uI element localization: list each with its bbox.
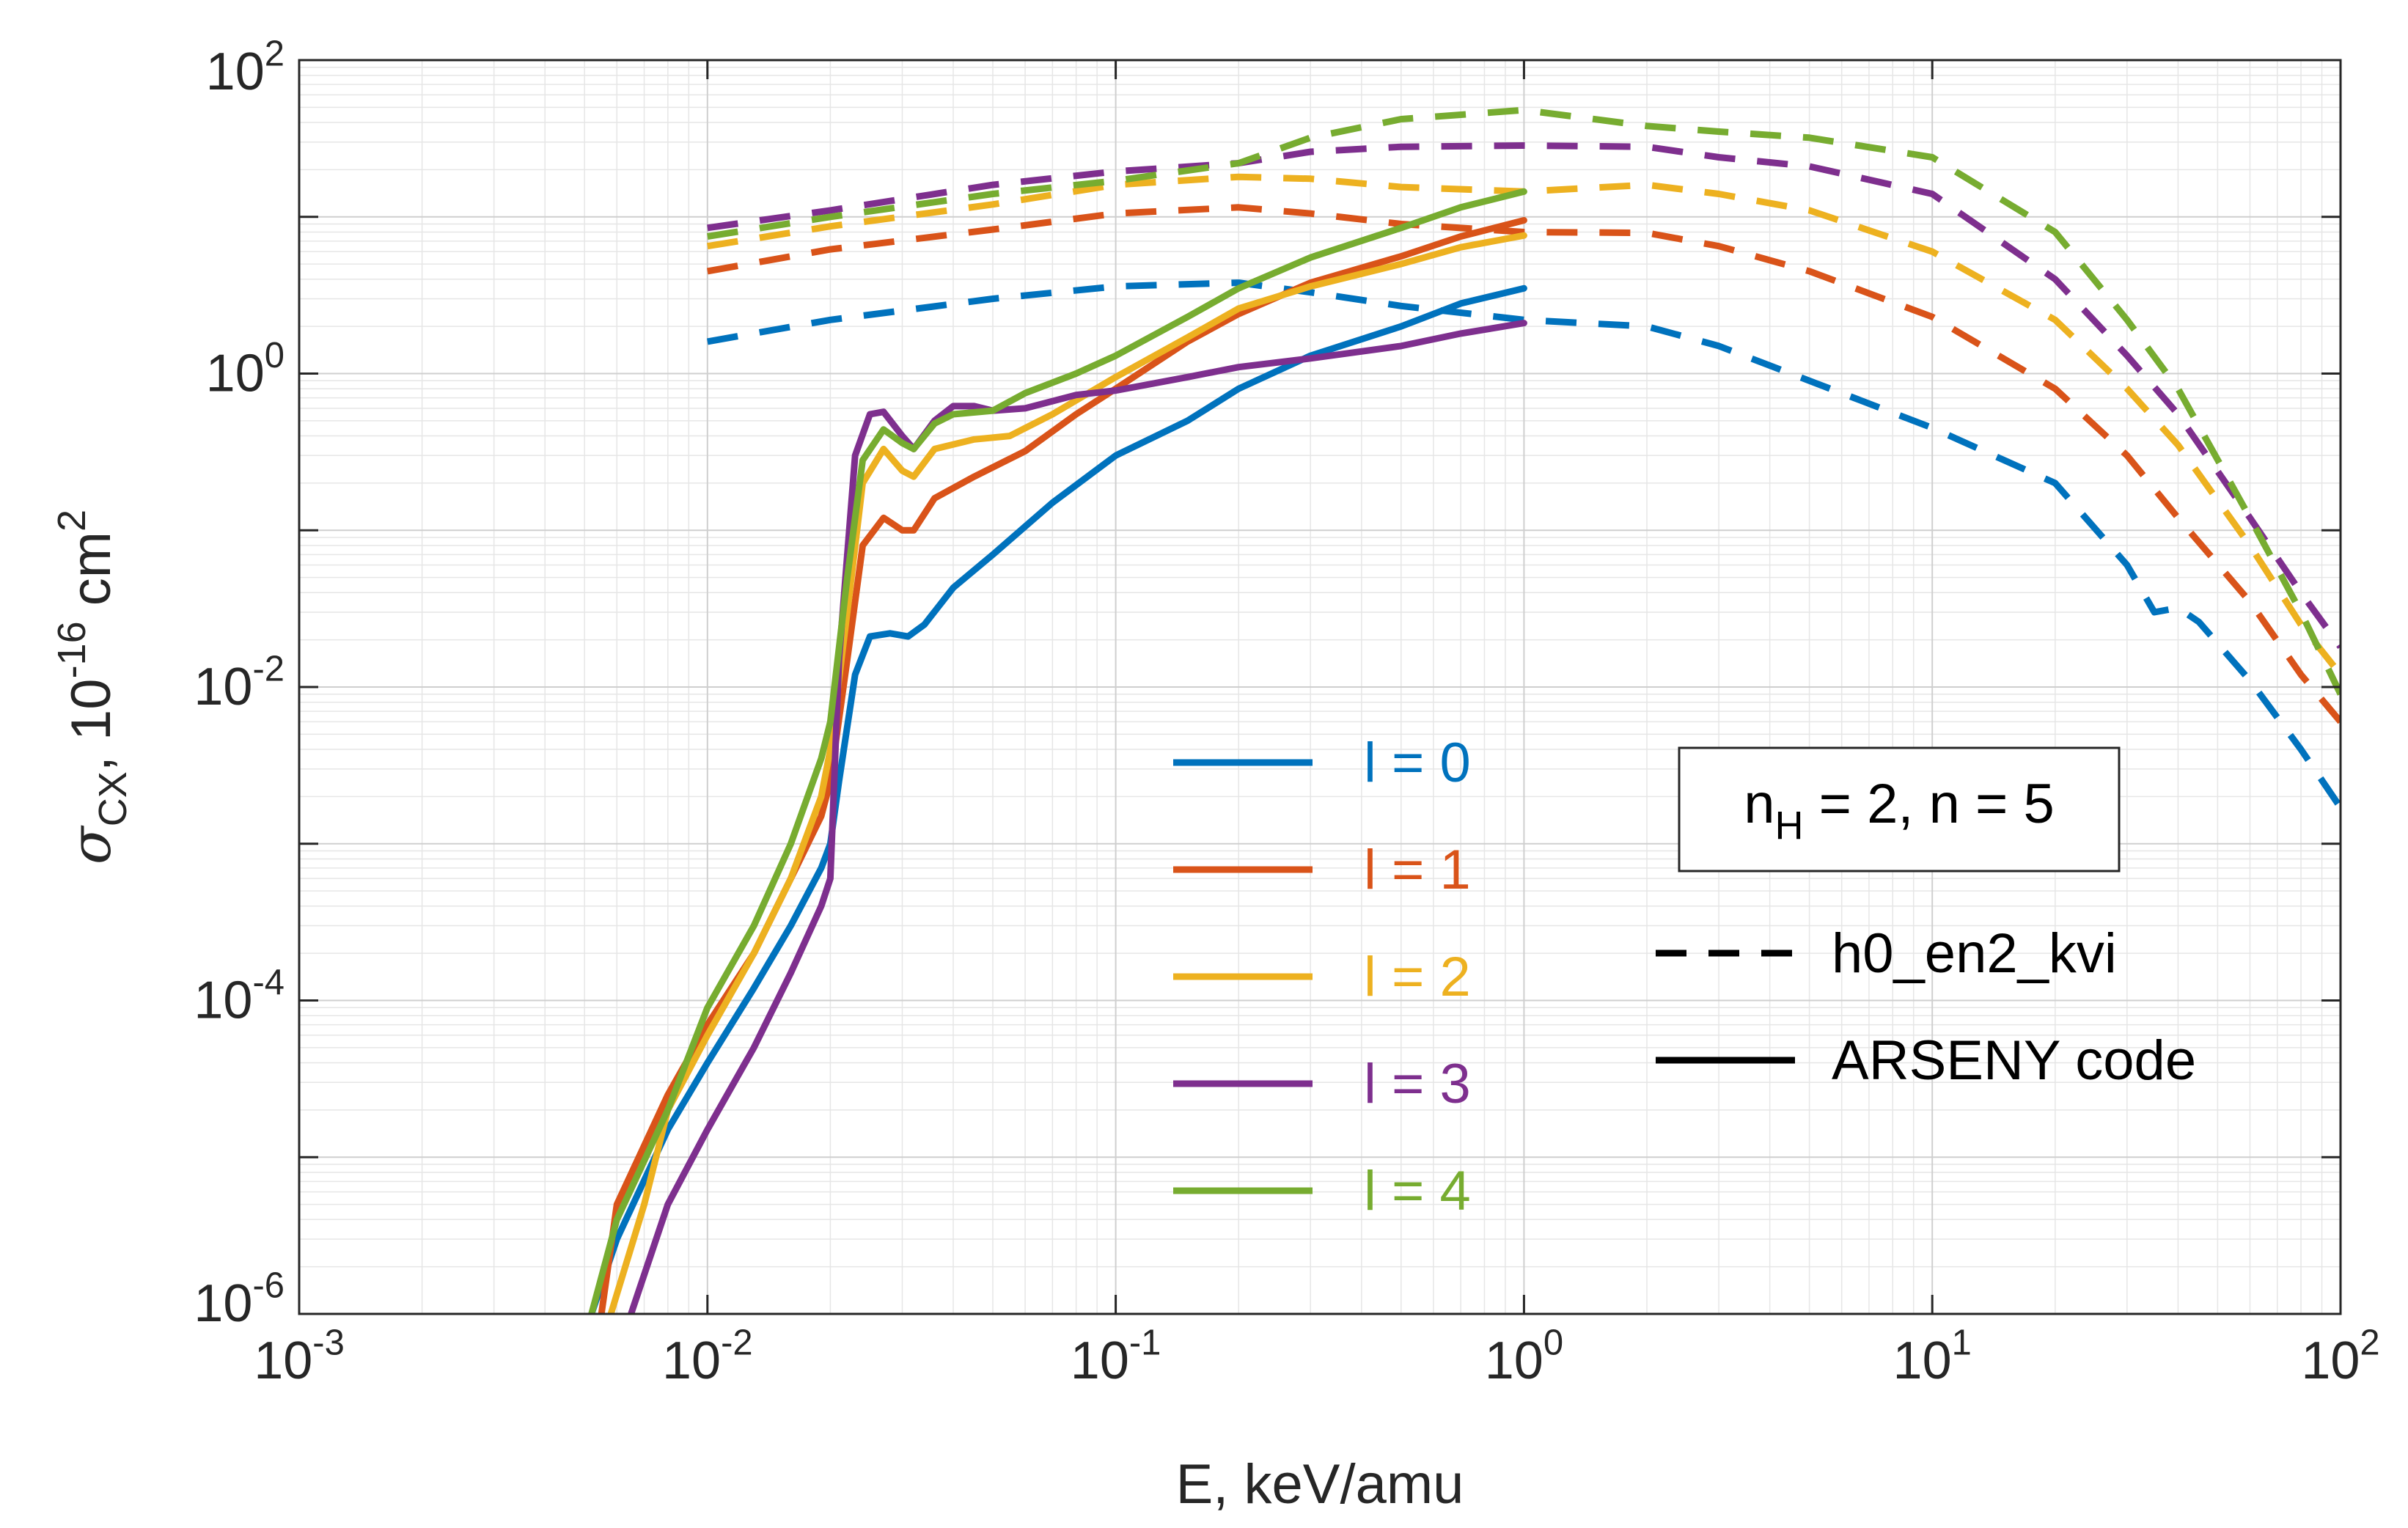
x-tick-label: 10-3	[254, 1323, 345, 1390]
annotation-text: nH = 2, n = 5	[1744, 773, 2055, 848]
legend-label-l4: l = 4	[1364, 1160, 1471, 1222]
axis-labels: E, keV/amu σCX, 10-16 cm2	[50, 510, 1464, 1516]
x-tick-label: 102	[2301, 1323, 2379, 1390]
style-legend-label-solid: ARSENY code	[1832, 1029, 2196, 1092]
legend-label-l0: l = 0	[1364, 732, 1471, 794]
legend-label-l3: l = 3	[1364, 1053, 1471, 1115]
series-line-dashed-l3	[707, 142, 2341, 650]
y-tick-label: 10-6	[194, 1266, 285, 1333]
series-line-dashed-l2	[707, 173, 2341, 677]
series-line-dashed-l0	[707, 279, 2341, 810]
y-tick-label: 10-4	[194, 963, 285, 1029]
plot-area	[588, 106, 2341, 1314]
x-tick-label: 10-2	[662, 1323, 753, 1390]
series-line-solid-l4	[588, 188, 1527, 1314]
legend-label-l2: l = 2	[1364, 946, 1471, 1008]
annotations: nH = 2, n = 5	[1678, 746, 2121, 873]
x-tick-label: 101	[1893, 1323, 1972, 1390]
y-tick-label: 100	[206, 336, 285, 403]
series-line-solid-l2	[607, 232, 1527, 1314]
y-tick-label: 10-2	[194, 650, 285, 716]
series-line-dashed-l4	[707, 106, 2341, 696]
series-line-dashed-l1	[707, 204, 2341, 724]
legend: l = 0 l = 1 l = 2 l = 3 l = 4 h0_en2_kvi ARSEN…	[1173, 732, 2196, 1222]
legend-label-l1: l = 1	[1364, 839, 1471, 901]
y-axis-title: σCX, 10-16 cm2	[50, 510, 135, 864]
annotation-box	[1678, 746, 2121, 873]
x-tick-label: 10-1	[1071, 1323, 1161, 1390]
style-legend-label-dashed: h0_en2_kvi	[1832, 922, 2117, 985]
x-axis-title: E, keV/amu	[1176, 1453, 1464, 1516]
series-group	[588, 106, 2341, 1314]
x-tick-label: 100	[1485, 1323, 1563, 1390]
ticks: 10-3 10-2 10-1 100 101 102 10-6 10-4 10-2 100 102	[194, 34, 2379, 1390]
grid	[298, 59, 2341, 1315]
series-line-solid-l0	[588, 284, 1527, 1314]
y-tick-label: 102	[206, 34, 285, 101]
